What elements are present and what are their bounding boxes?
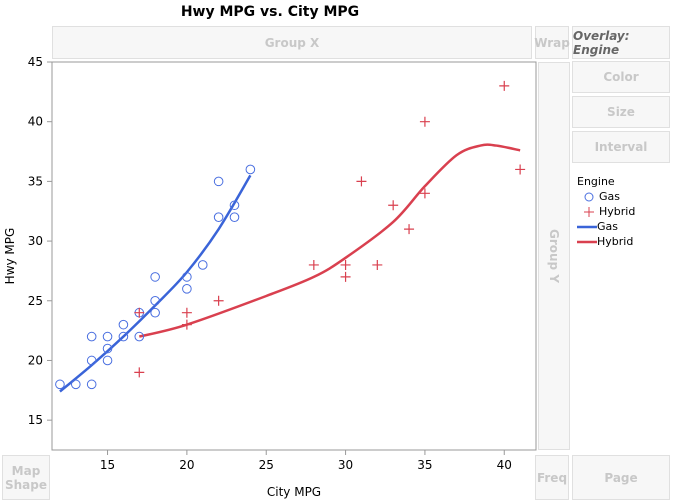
size-zone[interactable]: Size (572, 96, 670, 128)
hybrid-point (340, 271, 351, 282)
gas-point (55, 379, 65, 390)
group-y-zone[interactable]: Group Y (538, 62, 570, 450)
hybrid-point (181, 319, 192, 330)
chart-title: Hwy MPG vs. City MPG (180, 4, 360, 20)
hybrid-point (515, 164, 526, 175)
hybrid-point (181, 307, 192, 318)
gas-point (71, 379, 81, 390)
hybrid-point (134, 307, 145, 318)
x-tick-label: 30 (338, 458, 353, 472)
y-tick-label: 45 (28, 55, 43, 69)
legend-hybrid-line: Hybrid (597, 235, 634, 248)
gas-point (102, 343, 113, 354)
gas-point (229, 200, 240, 211)
hybrid-point (404, 224, 415, 235)
gas-point (86, 331, 97, 342)
y-tick-label: 40 (28, 115, 43, 129)
hybrid-point (388, 200, 399, 211)
gas-point (150, 295, 160, 306)
hybrid-smoother-line (138, 143, 521, 338)
hybrid-point (134, 367, 145, 378)
gas-point (150, 272, 160, 282)
x-tick-label: 25 (259, 458, 274, 472)
gas-point (213, 176, 224, 187)
legend-gas-marker: Gas (599, 190, 620, 203)
x-tick-label: 15 (100, 458, 115, 472)
hybrid-point (419, 188, 430, 199)
x-tick-label: 40 (497, 458, 512, 472)
gas-point (213, 212, 224, 222)
x-tick-label: 35 (417, 458, 432, 472)
gas-point (182, 272, 192, 282)
gas-point (229, 212, 240, 222)
gas-point (86, 379, 97, 390)
gas-point (197, 260, 208, 270)
interval-zone[interactable]: Interval (572, 131, 670, 163)
y-tick-label: 30 (28, 234, 43, 248)
gas-point (118, 319, 129, 330)
hybrid-point (356, 176, 367, 187)
gas-point (102, 355, 113, 366)
gas-point (102, 331, 113, 342)
hybrid-point (372, 259, 383, 270)
gas-point (118, 331, 129, 342)
gas-point (150, 307, 160, 318)
gas-point (86, 355, 97, 366)
hybrid-point (419, 116, 430, 127)
y-tick-label: 20 (28, 353, 43, 367)
group-x-zone[interactable]: Group X (52, 26, 532, 59)
gas-point (182, 284, 192, 294)
plot-frame (51, 61, 537, 451)
freq-zone[interactable]: Freq (535, 455, 569, 500)
hybrid-point (499, 80, 510, 91)
legend-hybrid-marker: Hybrid (599, 205, 636, 218)
y-tick-label: 25 (28, 294, 43, 308)
map-shape-zone[interactable]: Map Shape (2, 455, 50, 500)
y-axis-label: Hwy MPG (3, 228, 17, 285)
x-tick-label: 20 (179, 458, 194, 472)
legend: Engine Gas Hybrid Gas Hybrid (577, 174, 635, 249)
page-zone[interactable]: Page (572, 455, 670, 500)
y-tick-label: 15 (28, 413, 43, 427)
x-axis-label: City MPG (267, 485, 321, 499)
legend-gas-line: Gas (597, 220, 618, 233)
color-zone[interactable]: Color (572, 61, 670, 93)
gas-point (134, 331, 145, 342)
wrap-zone[interactable]: Wrap (534, 26, 570, 59)
hybrid-point (308, 259, 319, 270)
hybrid-point (213, 295, 224, 306)
overlay-zone[interactable]: Overlay: Engine (572, 26, 670, 59)
hybrid-point (340, 259, 351, 270)
y-tick-label: 35 (28, 174, 43, 188)
legend-title: Engine (577, 175, 615, 188)
gas-point (245, 164, 256, 175)
